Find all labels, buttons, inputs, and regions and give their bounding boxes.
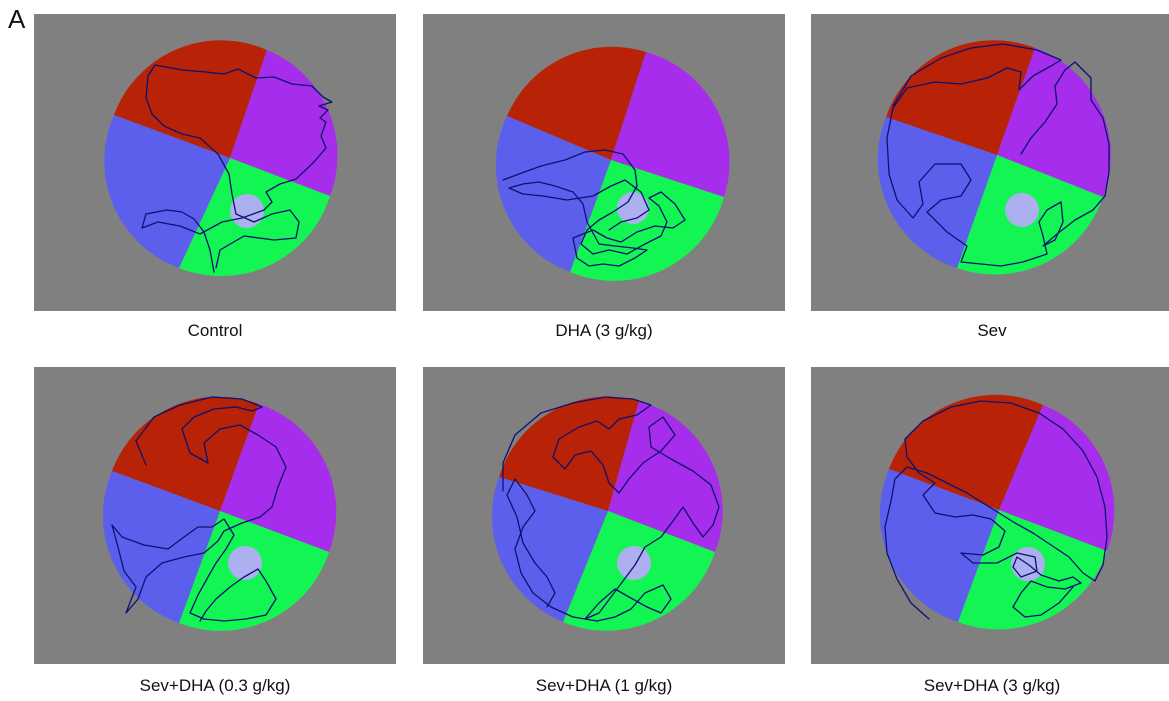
trial-caption-sev-dha-03: Sev+DHA (0.3 g/kg) xyxy=(139,676,291,695)
quadrant-left xyxy=(104,115,230,268)
quadrant-left xyxy=(491,477,608,622)
escape-platform xyxy=(1005,193,1039,227)
maze-diagram xyxy=(34,367,396,664)
trial-caption-dha-3: DHA (3 g/kg) xyxy=(555,321,653,340)
escape-platform xyxy=(617,546,651,580)
maze-tile-sev-dha-1 xyxy=(423,367,785,664)
quadrant-top xyxy=(112,396,259,511)
quadrant-right xyxy=(220,404,337,552)
quadrant-right xyxy=(999,405,1115,551)
maze-diagram xyxy=(811,367,1169,664)
swim-path xyxy=(111,396,287,622)
maze-diagram xyxy=(423,14,785,311)
quadrant-right xyxy=(608,401,723,552)
swim-path xyxy=(502,149,686,267)
swim-path xyxy=(141,64,333,273)
maze-tile-dha-3 xyxy=(423,14,785,311)
swim-path xyxy=(886,43,1110,267)
maze-tile-sev-dha-03 xyxy=(34,367,396,664)
maze-tile-control xyxy=(34,14,396,311)
escape-platform xyxy=(230,194,264,228)
quadrant-left xyxy=(495,116,611,272)
trial-caption-sev-dha-3: Sev+DHA (3 g/kg) xyxy=(923,676,1061,695)
maze-tile-sev-dha-3 xyxy=(811,367,1169,664)
maze-diagram xyxy=(811,14,1169,311)
quadrant-left xyxy=(879,469,999,622)
maze-tile-sev xyxy=(811,14,1169,311)
panel-label: A xyxy=(8,4,26,34)
trial-caption-sev-dha-1: Sev+DHA (1 g/kg) xyxy=(535,676,673,695)
maze-diagram xyxy=(34,14,396,311)
swim-path xyxy=(502,396,720,622)
quadrant-right xyxy=(611,52,730,197)
quadrant-top xyxy=(507,46,646,160)
escape-platform xyxy=(228,546,262,580)
maze-diagram xyxy=(423,367,785,664)
quadrant-left xyxy=(102,471,220,623)
trial-caption-control: Control xyxy=(187,321,243,340)
trial-caption-sev: Sev xyxy=(977,321,1007,340)
quadrant-left xyxy=(877,117,997,268)
quadrant-top xyxy=(889,394,1043,510)
swim-path xyxy=(884,400,1108,620)
quadrant-right xyxy=(997,48,1111,197)
